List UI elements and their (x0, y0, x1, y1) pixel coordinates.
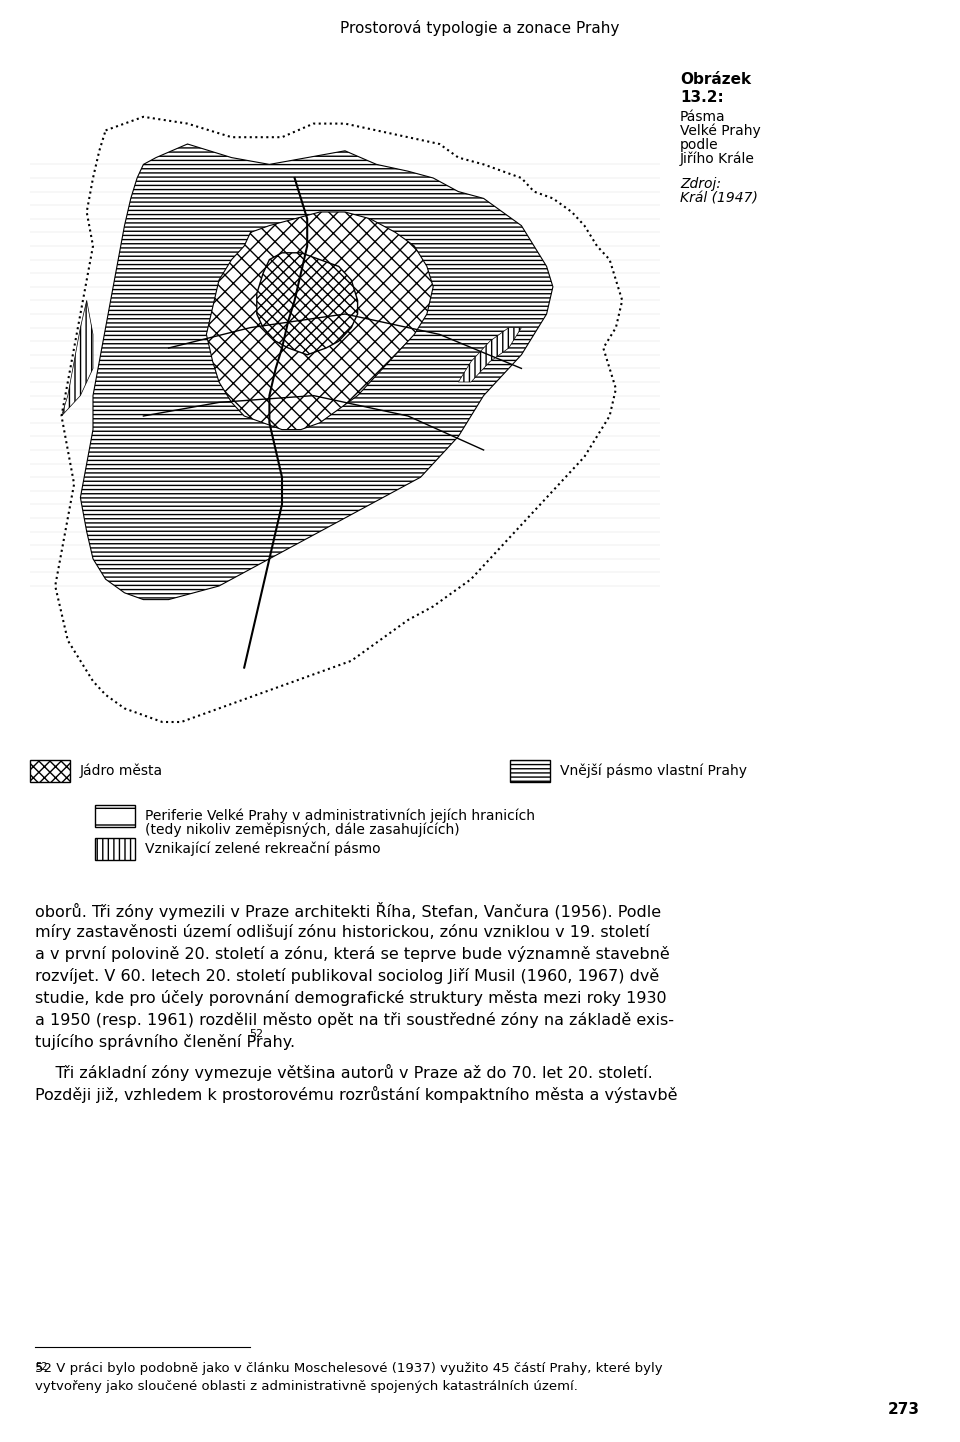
Text: Král (1947): Král (1947) (680, 192, 757, 206)
Text: oborů. Tři zóny vymezili v Praze architekti Říha, Stefan, Vančura (1956). Podle: oborů. Tři zóny vymezili v Praze archite… (35, 903, 661, 920)
Polygon shape (61, 300, 93, 415)
Bar (510, 760, 550, 782)
Bar (95, 838, 135, 859)
Text: Jádro města: Jádro města (80, 764, 163, 779)
Text: 273: 273 (888, 1402, 920, 1417)
Polygon shape (459, 327, 521, 382)
Text: rozvíjet. V 60. letech 20. století publikoval sociolog Jiří Musil (1960, 1967) d: rozvíjet. V 60. letech 20. století publi… (35, 968, 660, 983)
Text: 52: 52 (35, 1363, 47, 1371)
Text: Obrázek: Obrázek (680, 72, 751, 87)
Text: studie, kde pro účely porovnání demografické struktury města mezi roky 1930: studie, kde pro účely porovnání demograf… (35, 991, 666, 1007)
Text: 52: 52 (250, 1030, 264, 1040)
Text: Pásma: Pásma (680, 110, 726, 124)
Text: Jiřího Krále: Jiřího Krále (680, 151, 755, 166)
Text: 52 V práci bylo podobně jako v článku Moschelesové (1937) využito 45 částí Prahy: 52 V práci bylo podobně jako v článku Mo… (35, 1363, 662, 1376)
Text: a 1950 (resp. 1961) rozdělil město opět na tři soustředné zóny na základě exis-: a 1950 (resp. 1961) rozdělil město opět … (35, 1012, 674, 1028)
Text: Vznikající zelené rekreační pásmo: Vznikající zelené rekreační pásmo (145, 842, 380, 857)
Text: vytvořeny jako sloučené oblasti z administrativně spojených katastrálních území.: vytvořeny jako sloučené oblasti z admini… (35, 1380, 578, 1393)
Text: podle: podle (680, 138, 719, 151)
Text: Periferie Velké Prahy v administrativních jejích hranicích: Periferie Velké Prahy v administrativníc… (145, 809, 535, 823)
Text: tujícího správního členění Prahy.: tujícího správního členění Prahy. (35, 1034, 295, 1050)
Text: 13.2:: 13.2: (680, 89, 724, 105)
Text: Prostorová typologie a zonace Prahy: Prostorová typologie a zonace Prahy (340, 20, 620, 36)
Text: Tři základní zóny vymezuje většina autorů v Praze až do 70. let 20. století.: Tři základní zóny vymezuje většina autor… (35, 1064, 653, 1082)
Text: Velké Prahy: Velké Prahy (680, 124, 760, 138)
Bar (30, 760, 70, 782)
Text: Vnější pásmo vlastní Prahy: Vnější pásmo vlastní Prahy (560, 764, 747, 779)
Text: Zdroj:: Zdroj: (680, 177, 721, 190)
Text: a v první polovině 20. století a zónu, která se teprve bude významně stavebně: a v první polovině 20. století a zónu, k… (35, 946, 670, 962)
Polygon shape (256, 252, 357, 355)
Text: (tedy nikoliv zeměpisných, dále zasahujících): (tedy nikoliv zeměpisných, dále zasahují… (145, 823, 460, 838)
Bar (95, 805, 135, 828)
Polygon shape (81, 144, 553, 600)
Polygon shape (206, 212, 433, 430)
Text: míry zastavěnosti území odlišují zónu historickou, zónu vzniklou v 19. století: míry zastavěnosti území odlišují zónu hi… (35, 924, 650, 940)
Text: Později již, vzhledem k prostorovému rozrůstání kompaktního města a výstavbě: Později již, vzhledem k prostorovému roz… (35, 1086, 678, 1103)
